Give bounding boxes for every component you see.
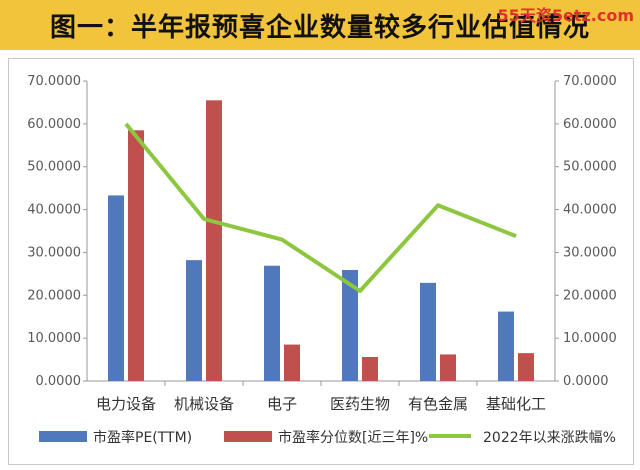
line-layer (124, 122, 517, 293)
bar-pe-ttm (108, 195, 124, 381)
y-tick-label-right: 40.0000 (563, 203, 617, 218)
y-tick-label-right: 30.0000 (563, 245, 617, 260)
axes-layer: 0.0000 0.0000 10.0000 10.0000 20.0000 20.0000… (27, 74, 617, 413)
chart-title: 图一：半年报预喜企业数量较多行业估值情况 (49, 12, 590, 43)
y-tick-label-left: 0.0000 (36, 374, 82, 389)
bar-pe-percentile (362, 357, 378, 381)
bar-pe-ttm (420, 282, 436, 381)
x-tick-label: 有色金属 (408, 395, 468, 413)
x-tick-label: 机械设备 (174, 395, 234, 413)
bar-pe-ttm (498, 311, 514, 381)
bar-pe-percentile (284, 344, 300, 381)
y-tick-label-left: 20.0000 (27, 288, 81, 303)
line-ytd-change (124, 122, 517, 293)
bar-pe-ttm (186, 260, 202, 381)
y-tick-label-left: 10.0000 (27, 331, 81, 346)
y-tick-label-right: 50.0000 (563, 160, 617, 175)
legend-label: 市盈率分位数[近三年]% (278, 429, 428, 446)
y-tick-label-right: 0.0000 (563, 374, 609, 389)
y-tick-label-left: 30.0000 (27, 245, 81, 260)
bar-pe-ttm (264, 265, 280, 381)
legend-swatch-pe-percentile (224, 431, 272, 442)
site-watermark: 55天资5etz.com (497, 6, 634, 25)
chart-svg: 0.0000 0.0000 10.0000 10.0000 20.0000 20.0000… (27, 74, 617, 446)
legend-swatch-pe-ttm (39, 431, 87, 442)
y-tick-label-left: 40.0000 (27, 203, 81, 218)
y-tick-label-left: 60.0000 (27, 117, 81, 132)
title-banner: 图一：半年报预喜企业数量较多行业估值情况 (0, 0, 640, 50)
bar-pe-ttm (342, 270, 358, 381)
y-tick-label-right: 10.0000 (563, 331, 617, 346)
bar-pe-percentile (128, 130, 144, 381)
legend-label: 2022年以来涨跌幅% (483, 430, 616, 446)
legend-label: 市盈率PE(TTM) (93, 429, 192, 446)
x-tick-label: 电力设备 (96, 395, 156, 413)
y-tick-label-right: 70.0000 (563, 74, 617, 89)
y-tick-label-left: 70.0000 (27, 74, 81, 89)
y-tick-label-right: 20.0000 (563, 288, 617, 303)
bar-pe-percentile (440, 354, 456, 381)
y-tick-label-right: 60.0000 (563, 117, 617, 132)
bar-pe-percentile (518, 353, 534, 381)
y-tick-label-left: 50.0000 (27, 160, 81, 175)
bar-pe-percentile (206, 100, 222, 382)
x-tick-label: 医药生物 (330, 395, 390, 413)
x-tick-label: 基础化工 (486, 395, 546, 413)
chart-frame: 0.0000 0.0000 10.0000 10.0000 20.0000 20.0000… (8, 58, 634, 465)
x-tick-label: 电子 (267, 395, 297, 413)
bars-layer (108, 100, 534, 382)
legend: 市盈率PE(TTM) 市盈率分位数[近三年]% 2022年以来涨跌幅% (39, 429, 616, 446)
